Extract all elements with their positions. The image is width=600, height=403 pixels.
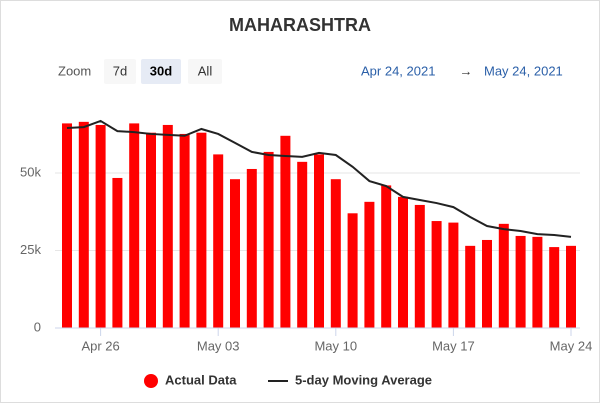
legend-label[interactable]: 5-day Moving Average [295,372,432,387]
bar [62,123,72,329]
zoom-button[interactable] [141,59,181,84]
bar [414,204,425,328]
bar [297,161,308,328]
zoom-button[interactable] [188,59,222,84]
bar [230,179,240,328]
range-from[interactable]: Apr 24, 2021 [361,63,435,78]
zoom-button-label[interactable]: All [198,63,213,78]
legend-symbol[interactable] [144,374,158,388]
zoom-button-label[interactable]: 30d [150,63,172,78]
bar [146,132,156,328]
y-tick-label: 50k [20,164,41,179]
zoom-button[interactable] [104,59,136,84]
range-separator: → [460,63,473,78]
bar [280,135,291,328]
bar [566,245,576,328]
bar [532,236,543,328]
x-tick-label: May 03 [197,338,240,353]
bar [465,245,476,328]
zoom-button-label[interactable]: 7d [113,63,127,78]
x-tick-label: May 10 [314,338,357,353]
bar [112,177,123,328]
bar [398,196,408,328]
bar [314,154,324,328]
bar [498,223,509,328]
bar [179,133,190,328]
bar [246,168,257,328]
range-to[interactable]: May 24, 2021 [484,63,563,78]
bar [196,132,207,328]
bar [213,154,224,328]
bar [482,239,492,328]
bar [364,201,375,328]
y-tick-label: 25k [20,242,41,257]
bar [431,221,442,328]
legend-label[interactable]: Actual Data [165,372,237,387]
bar [448,222,459,328]
x-tick-label: Apr 26 [81,338,119,353]
chart-title: MAHARASHTRA [229,15,371,35]
line [66,119,572,238]
bar [78,121,89,328]
bar [330,179,341,328]
bar [263,151,274,328]
bar [95,124,106,328]
x-tick-label: May 17 [432,338,475,353]
x-tick-label: May 24 [550,338,593,353]
zoom-label: Zoom [58,63,91,78]
y-tick-label: 0 [34,319,41,334]
bar [549,247,560,328]
bar [162,124,173,328]
bar [347,213,358,328]
bar [129,123,140,329]
bar [515,235,526,328]
bar [381,185,392,328]
